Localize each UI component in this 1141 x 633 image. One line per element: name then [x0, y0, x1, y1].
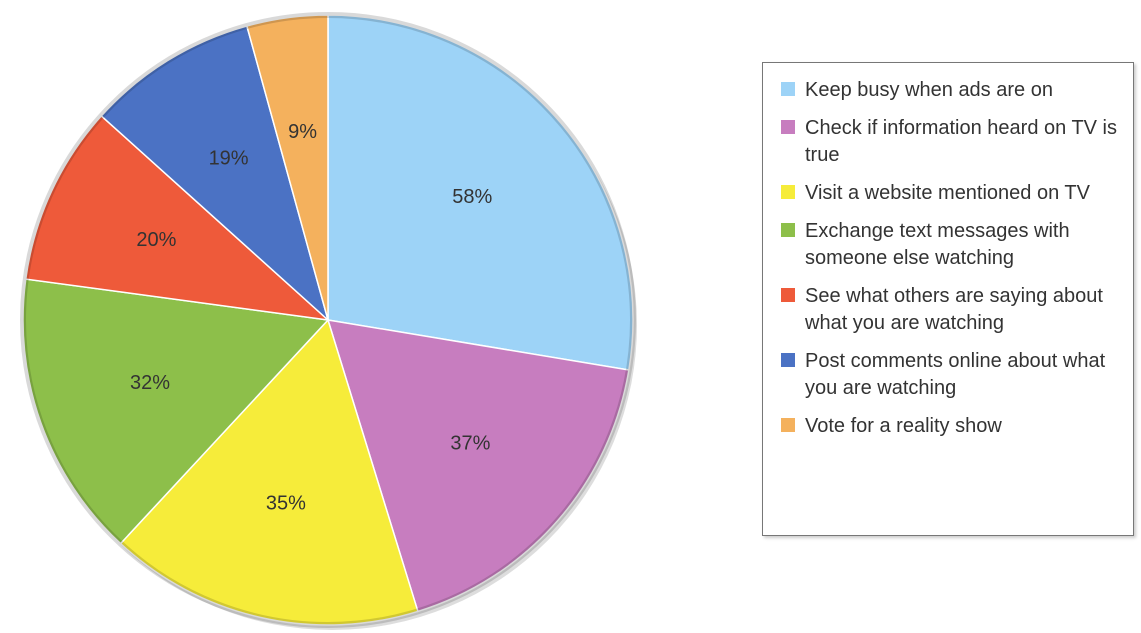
legend-item: Post comments online about what you are … [781, 348, 1133, 402]
legend-label: Visit a website mentioned on TV [805, 182, 1090, 204]
legend-label: See what others are saying about what yo… [805, 285, 1103, 334]
legend-label: Vote for a reality show [805, 415, 1002, 437]
legend-label: Post comments online about what you are … [805, 350, 1106, 399]
legend-item: Vote for a reality show [781, 413, 1133, 440]
legend-swatch [781, 223, 795, 237]
legend-swatch [781, 185, 795, 199]
legend-item: Keep busy when ads are on [781, 77, 1133, 104]
slice-label: 58% [452, 186, 492, 208]
legend-item: Visit a website mentioned on TV [781, 180, 1133, 207]
legend-swatch [781, 288, 795, 302]
slice-label: 32% [130, 372, 170, 394]
pie-rim [20, 12, 636, 628]
pie-slice [327, 14, 634, 371]
legend-item: Check if information heard on TV is true [781, 115, 1133, 169]
slice-label: 20% [136, 229, 176, 251]
pie-slice [326, 319, 630, 613]
legend: Keep busy when ads are on Check if inform… [762, 62, 1134, 536]
slice-label: 35% [266, 493, 306, 515]
pie-slice [100, 25, 330, 323]
legend-swatch [781, 418, 795, 432]
slice-label: 9% [288, 121, 317, 143]
pie-slice [22, 278, 330, 545]
slice-label: 19% [209, 147, 249, 169]
legend-item: See what others are saying about what yo… [781, 283, 1133, 337]
legend-label: Check if information heard on TV is true [805, 117, 1118, 166]
legend-swatch [781, 82, 795, 96]
legend-item: Exchange text messages with someone else… [781, 218, 1133, 272]
slice-label: 37% [450, 433, 490, 455]
pie-slice [24, 114, 331, 322]
chart: 58% 37% 35% 32% 20% 19% 9% [20, 12, 637, 630]
legend-label: Exchange text messages with someone else… [805, 220, 1070, 269]
legend-label: Keep busy when ads are on [805, 79, 1053, 101]
pie-slice [245, 14, 329, 321]
legend-swatch [781, 120, 795, 134]
legend-swatch [781, 353, 795, 367]
pie-slice [119, 318, 419, 626]
